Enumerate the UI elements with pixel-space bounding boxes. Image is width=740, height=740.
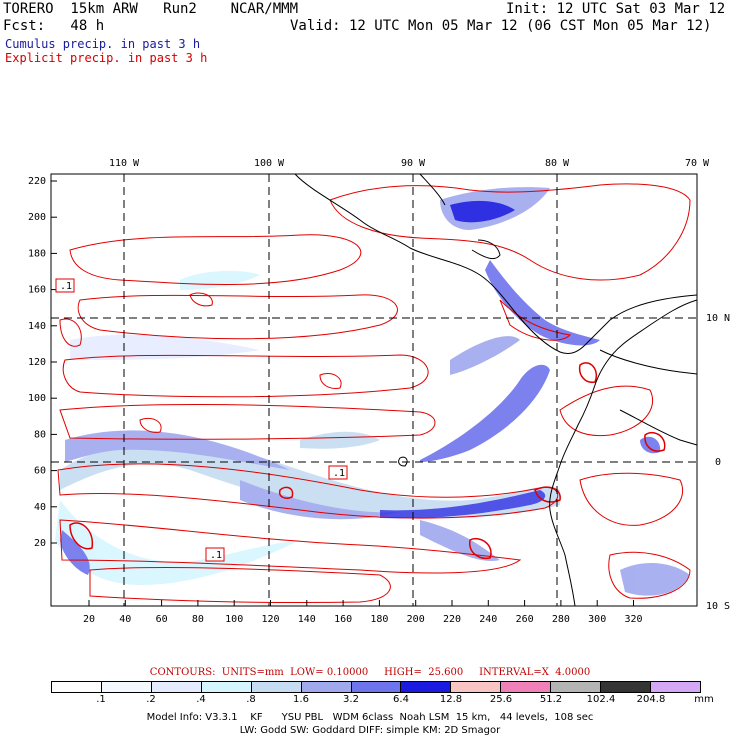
- color-scale-swatch: [52, 682, 102, 692]
- x-tick-label: 220: [443, 614, 461, 625]
- color-scale-label: 25.6: [489, 694, 513, 705]
- longitude-label: 70 W: [685, 158, 710, 169]
- x-tick-label: 200: [407, 614, 425, 625]
- y-tick-label: 160: [28, 285, 46, 296]
- color-scale-label: .1: [96, 694, 106, 705]
- latitude-label: 10 N: [706, 313, 730, 324]
- latitude-labels: 10 N 0 10 S: [706, 313, 730, 612]
- physics-info: LW: Godd SW: Goddard DIFF: simple KM: 2D…: [239, 725, 501, 736]
- color-scale-swatch: [601, 682, 652, 692]
- color-scale-swatch: [101, 682, 152, 692]
- contour-high: HIGH= 25.600: [384, 667, 464, 678]
- color-scale-label: 204.8: [636, 694, 666, 705]
- contour-label-box: .1: [205, 547, 225, 562]
- color-scale-swatch: [301, 682, 352, 692]
- explicit-legend: Explicit precip. in past 3 h: [5, 51, 208, 65]
- x-tick-label: 260: [516, 614, 534, 625]
- color-scale-label: 12.8: [439, 694, 463, 705]
- coastlines: [294, 173, 698, 607]
- x-tick-label: 40: [119, 614, 131, 625]
- x-tick-label: 160: [334, 614, 352, 625]
- color-scale-swatch: [451, 682, 502, 692]
- model-title: TORERO 15km ARW Run2 NCAR/MMM: [3, 1, 299, 17]
- model-info: Model Info: V3.3.1 KF YSU PBL WDM 6class…: [146, 712, 594, 723]
- longitude-label: 100 W: [254, 158, 285, 169]
- init-time: Init: 12 UTC Sat 03 Mar 12: [506, 1, 726, 17]
- longitude-label: 90 W: [401, 158, 426, 169]
- x-axis-ticks: 20 40 60 80 100 120 140 160 180 200 220 240 260 280 30…: [83, 600, 643, 625]
- contour-units: CONTOURS: UNITS=mm LOW= 0.10000: [149, 667, 369, 678]
- x-tick-label: 120: [261, 614, 279, 625]
- contour-info: CONTOURS: UNITS=mm LOW= 0.10000 HIGH= 25…: [0, 667, 740, 678]
- x-tick-label: 300: [588, 614, 606, 625]
- forecast-hour: Fcst: 48 h: [3, 18, 105, 34]
- contour-label-text: .1: [60, 281, 72, 292]
- longitude-label: 80 W: [545, 158, 570, 169]
- color-scale-bar: [51, 681, 701, 693]
- color-scale-label: .2: [146, 694, 156, 705]
- contour-label-box: .1: [55, 278, 75, 293]
- x-tick-label: 180: [370, 614, 388, 625]
- y-tick-label: 180: [28, 248, 46, 259]
- contour-label-text: .1: [333, 468, 345, 479]
- y-tick-label: 140: [28, 321, 46, 332]
- x-tick-label: 320: [624, 614, 642, 625]
- color-scale-label: 51.2: [539, 694, 563, 705]
- y-axis-ticks: 220 200 180 160 140 120 100 80 60 40 20: [28, 176, 57, 549]
- color-scale-swatch: [201, 682, 252, 692]
- map-frame: [50, 173, 698, 607]
- color-scale-label: .8: [246, 694, 256, 705]
- color-scale-swatch: [501, 682, 552, 692]
- color-scale-label: 102.4: [586, 694, 616, 705]
- valid-time: Valid: 12 UTC Mon 05 Mar 12 (06 CST Mon …: [290, 18, 712, 34]
- color-scale-swatch: [351, 682, 402, 692]
- x-tick-label: 20: [83, 614, 95, 625]
- color-scale-swatch: [551, 682, 602, 692]
- y-tick-label: 60: [34, 466, 46, 477]
- y-tick-label: 200: [28, 212, 46, 223]
- color-scale-label: 1.6: [293, 694, 309, 705]
- y-tick-label: 20: [34, 538, 46, 549]
- color-scale-label: .4: [196, 694, 206, 705]
- cumulus-legend: Cumulus precip. in past 3 h: [5, 37, 201, 51]
- x-tick-label: 140: [298, 614, 316, 625]
- scale-unit: mm: [694, 694, 714, 705]
- explicit-precip-contours: [57, 183, 691, 604]
- y-tick-label: 40: [34, 502, 46, 513]
- y-tick-label: 220: [28, 176, 46, 187]
- color-scale-swatch: [401, 682, 452, 692]
- x-tick-label: 60: [156, 614, 168, 625]
- contour-interval: INTERVAL=X 4.0000: [479, 667, 591, 678]
- longitude-label: 110 W: [109, 158, 140, 169]
- latitude-label: 0: [715, 457, 721, 468]
- x-tick-label: 80: [192, 614, 204, 625]
- color-scale-swatch: [151, 682, 202, 692]
- color-scale-label: 6.4: [393, 694, 409, 705]
- y-tick-label: 100: [28, 393, 46, 404]
- contour-label-box: .1: [328, 465, 348, 480]
- y-tick-label: 80: [34, 429, 46, 440]
- color-scale-label: 3.2: [343, 694, 359, 705]
- latlon-grid: [51, 174, 697, 606]
- y-tick-label: 120: [28, 357, 46, 368]
- color-scale-swatch: [251, 682, 302, 692]
- latitude-label: 10 S: [706, 601, 730, 612]
- longitude-labels: 110 W 100 W 90 W 80 W 70 W: [109, 158, 710, 169]
- contour-label-text: .1: [210, 550, 222, 561]
- x-tick-label: 280: [552, 614, 570, 625]
- x-tick-label: 240: [479, 614, 497, 625]
- color-scale-swatch: [651, 682, 700, 692]
- x-tick-label: 100: [225, 614, 243, 625]
